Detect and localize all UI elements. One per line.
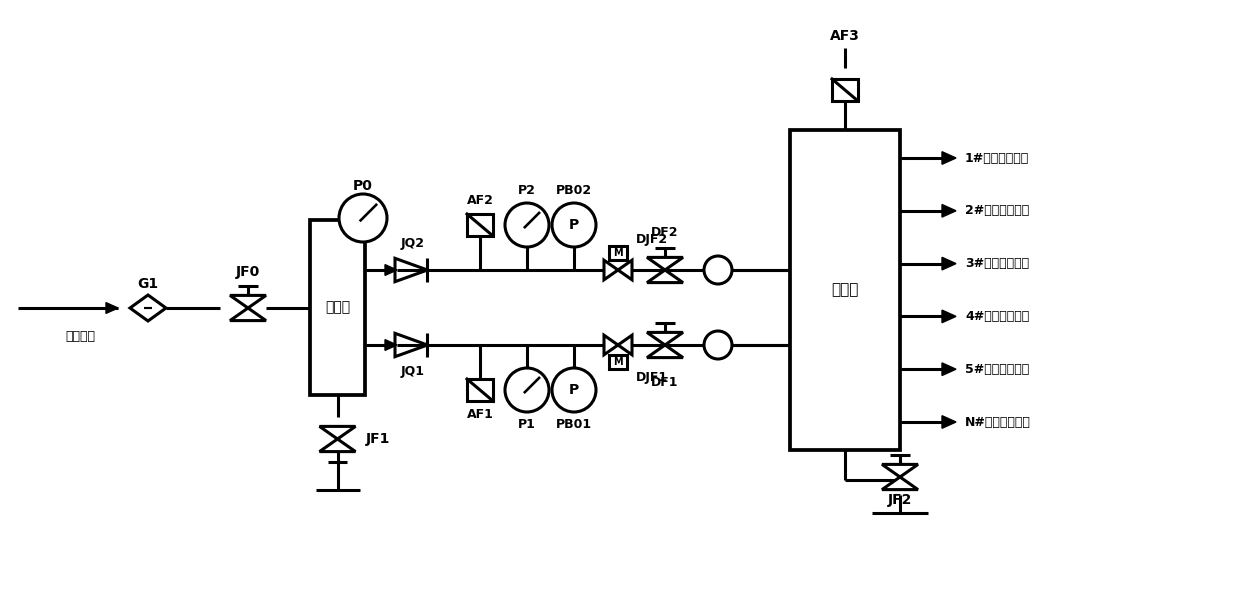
Bar	[790, 130, 900, 450]
Polygon shape	[647, 270, 683, 283]
Text: 4#阀门作用供气: 4#阀门作用供气	[965, 310, 1029, 323]
Text: 1#阀门作用供气: 1#阀门作用供气	[965, 151, 1029, 164]
Text: JF1: JF1	[366, 432, 389, 446]
Text: DF1: DF1	[651, 377, 678, 389]
Text: P: P	[569, 218, 579, 232]
Polygon shape	[105, 302, 118, 313]
Polygon shape	[882, 477, 918, 490]
Text: JF0: JF0	[236, 265, 260, 279]
Polygon shape	[647, 257, 683, 270]
Text: P0: P0	[353, 179, 373, 193]
Polygon shape	[942, 205, 956, 217]
Bar	[609, 246, 627, 260]
Polygon shape	[882, 464, 918, 477]
Text: PB01: PB01	[556, 418, 591, 431]
Text: P: P	[569, 383, 579, 397]
Text: 集气管: 集气管	[325, 301, 350, 314]
Text: PB02: PB02	[556, 185, 591, 197]
Polygon shape	[942, 363, 956, 376]
Polygon shape	[320, 439, 356, 452]
Text: 储气罐: 储气罐	[831, 283, 858, 298]
Text: P1: P1	[518, 418, 536, 431]
Polygon shape	[320, 427, 356, 439]
Circle shape	[552, 203, 596, 247]
Circle shape	[505, 203, 549, 247]
Bar	[467, 379, 494, 401]
Polygon shape	[604, 260, 618, 280]
Text: JF2: JF2	[888, 493, 913, 507]
Text: AF2: AF2	[466, 194, 494, 208]
Text: N#阀门作用供气: N#阀门作用供气	[965, 415, 1030, 428]
Text: AF3: AF3	[830, 29, 859, 43]
Text: 氯气气源: 氯气气源	[64, 329, 95, 343]
Text: G1: G1	[138, 277, 159, 291]
Polygon shape	[618, 260, 632, 280]
Bar	[609, 355, 627, 369]
Polygon shape	[647, 345, 683, 358]
Text: M: M	[614, 357, 622, 367]
Circle shape	[339, 194, 387, 242]
Text: P2: P2	[518, 185, 536, 197]
Circle shape	[704, 331, 732, 359]
Text: DF2: DF2	[651, 226, 678, 238]
Text: DJF2: DJF2	[636, 233, 668, 247]
Text: 5#阀门作用供气: 5#阀门作用供气	[965, 362, 1029, 376]
Circle shape	[704, 256, 732, 284]
Bar	[310, 220, 365, 395]
Text: AF1: AF1	[466, 407, 494, 421]
Polygon shape	[647, 332, 683, 345]
Text: 3#阀门作用供气: 3#阀门作用供气	[965, 257, 1029, 270]
Text: JQ1: JQ1	[401, 364, 425, 377]
Polygon shape	[942, 152, 956, 164]
Polygon shape	[384, 340, 397, 350]
Polygon shape	[229, 295, 267, 308]
Circle shape	[505, 368, 549, 412]
Polygon shape	[942, 416, 956, 428]
Polygon shape	[618, 335, 632, 355]
Text: JQ2: JQ2	[401, 238, 425, 251]
Circle shape	[552, 368, 596, 412]
Polygon shape	[229, 308, 267, 320]
Bar	[832, 79, 858, 101]
Polygon shape	[942, 310, 956, 323]
Polygon shape	[384, 265, 397, 275]
Text: DJF1: DJF1	[636, 370, 668, 383]
Text: M: M	[614, 248, 622, 258]
Bar	[467, 214, 494, 236]
Text: 2#阀门作用供气: 2#阀门作用供气	[965, 204, 1029, 217]
Polygon shape	[942, 257, 956, 270]
Polygon shape	[604, 335, 618, 355]
